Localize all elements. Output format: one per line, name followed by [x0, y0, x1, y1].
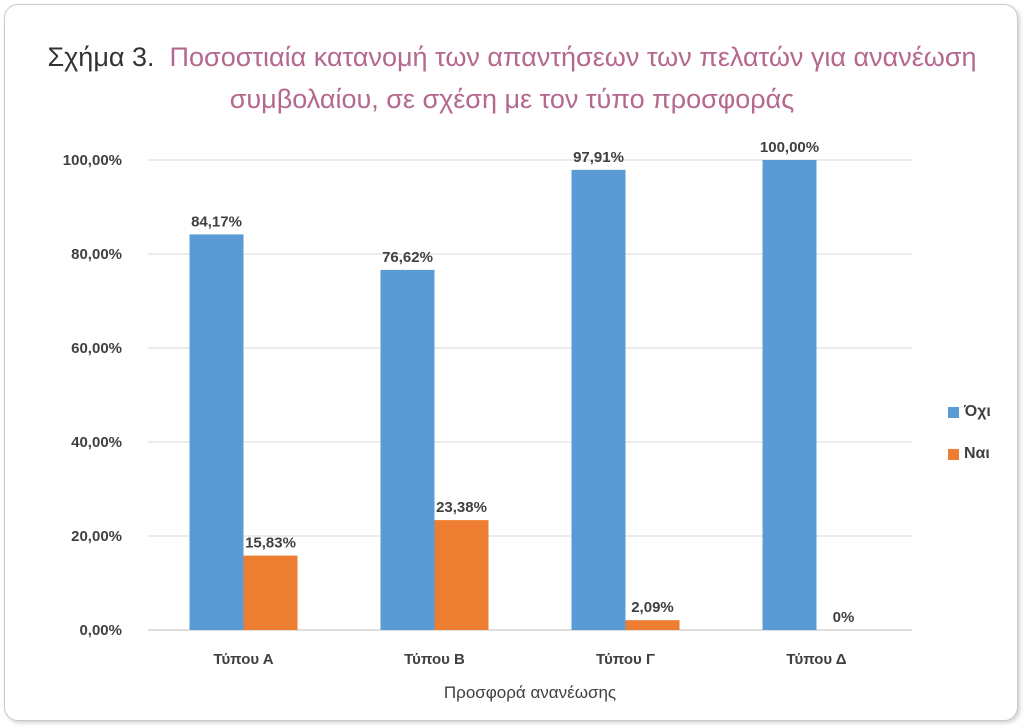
figure-number: Σχήμα 3. [47, 42, 155, 72]
data-label: 100,00% [760, 139, 819, 156]
chart-title-text-1: Ποσοστιαία κατανομή των απαντήσεων των π… [169, 42, 977, 72]
legend-label-no: Όχι [964, 403, 991, 420]
legend: Όχι Ναι [948, 402, 991, 486]
legend-label-yes: Ναι [964, 445, 990, 462]
data-label: 23,38% [436, 499, 487, 516]
data-label: 97,91% [573, 149, 624, 166]
bar [762, 160, 817, 630]
y-tick-label: 80,00% [71, 246, 122, 263]
data-label: 15,83% [245, 535, 296, 552]
y-tick-label: 40,00% [71, 434, 122, 451]
x-tick-label: Τύπου Γ [596, 651, 655, 668]
data-label: 76,62% [382, 249, 433, 266]
legend-swatch-yes [948, 448, 959, 460]
bar [625, 620, 680, 630]
y-tick-label: 60,00% [71, 340, 122, 357]
chart-frame [4, 4, 1018, 721]
chart-title-text-2: συμβολαίου, σε σχέση με τον τύπο προσφορ… [229, 84, 795, 114]
data-label: 84,17% [191, 213, 242, 230]
bar [189, 234, 244, 630]
legend-swatch-no [948, 406, 959, 418]
y-tick-label: 20,00% [71, 528, 122, 545]
x-axis-title: Προσφορά ανανέωσης [444, 683, 616, 702]
bar [571, 169, 626, 630]
y-tick-label: 0,00% [79, 622, 122, 639]
x-tick-label: Τύπου Δ [786, 651, 846, 668]
data-label: 0% [833, 609, 855, 626]
chart-title-line1: Σχήμα 3. Ποσοστιαία κατανομή των απαντήσ… [20, 36, 1004, 78]
bar [434, 520, 489, 630]
x-tick-label: Τύπου Β [404, 651, 465, 668]
bar [380, 269, 435, 630]
chart-title: Σχήμα 3. Ποσοστιαία κατανομή των απαντήσ… [20, 36, 1004, 120]
bar [243, 555, 298, 630]
y-tick-label: 100,00% [63, 152, 122, 169]
x-tick-label: Τύπου Α [213, 651, 273, 668]
data-label: 2,09% [631, 599, 674, 616]
legend-item-yes: Ναι [948, 444, 991, 464]
legend-item-no: Όχι [948, 402, 991, 422]
